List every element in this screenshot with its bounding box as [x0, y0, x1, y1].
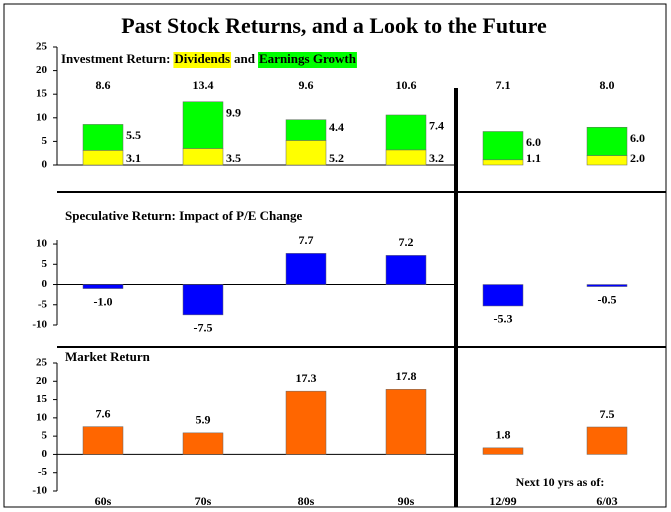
value-label: 4.4: [329, 120, 344, 134]
bar-segment: [182, 101, 224, 149]
value-label: 1.8: [496, 428, 511, 442]
bar-segment: [482, 131, 524, 161]
value-label: -1.0: [94, 294, 113, 308]
annotation: Next 10 yrs as of:: [516, 475, 605, 489]
bar-segment: [285, 119, 327, 141]
bar: [586, 426, 628, 455]
legend-connector: and: [234, 51, 256, 66]
value-label: 9.9: [226, 106, 241, 120]
y-tick-label: 0: [42, 159, 48, 171]
value-label: 7.7: [299, 233, 314, 247]
value-label: 7.5: [600, 407, 615, 421]
value-label: 7.2: [399, 235, 414, 249]
value-label: 3.5: [226, 151, 241, 165]
value-label: 5.5: [126, 128, 141, 142]
value-label: 17.3: [296, 371, 317, 385]
legend-label: Dividends: [174, 51, 230, 66]
y-tick-label: 0: [42, 448, 48, 460]
bar-segment: [385, 149, 427, 166]
y-tick-label: -10: [32, 319, 47, 331]
total-label: 7.1: [496, 78, 511, 92]
bar-segment: [285, 140, 327, 166]
value-label: -5.3: [494, 312, 513, 326]
bar: [285, 253, 327, 285]
panel-title: Market Return: [65, 349, 151, 364]
value-label: 3.2: [429, 151, 444, 165]
total-label: 8.6: [96, 78, 111, 92]
x-tick-label: 6/03: [596, 494, 617, 508]
bar-segment: [182, 148, 224, 166]
chart-title: Past Stock Returns, and a Look to the Fu…: [121, 13, 547, 38]
bar-segment: [586, 155, 628, 166]
total-label: 10.6: [396, 78, 417, 92]
x-tick-label: 70s: [195, 494, 212, 508]
y-tick-label: -5: [38, 298, 48, 310]
total-label: 13.4: [193, 78, 214, 92]
legend-swatch: [173, 52, 232, 68]
y-tick-label: 25: [36, 41, 48, 53]
y-tick-label: 20: [36, 64, 48, 76]
bar-segment: [482, 159, 524, 166]
bar: [482, 284, 524, 307]
y-tick-label: -5: [38, 466, 48, 478]
value-label: 1.1: [526, 151, 541, 165]
value-label: 17.8: [396, 369, 417, 383]
value-label: 3.1: [126, 151, 141, 165]
bar-segment: [385, 114, 427, 151]
y-tick-label: 5: [42, 135, 48, 147]
value-label: 6.0: [630, 131, 645, 145]
x-tick-label: 60s: [95, 494, 112, 508]
value-label: -7.5: [194, 321, 213, 335]
bar-segment: [82, 124, 124, 151]
bar-segment: [586, 126, 628, 156]
bar: [182, 284, 224, 316]
x-tick-label: 12/99: [489, 494, 516, 508]
bar: [182, 432, 224, 455]
bar: [82, 284, 124, 289]
y-tick-label: 10: [36, 411, 48, 423]
y-tick-label: 5: [42, 258, 48, 270]
y-tick-label: -10: [32, 485, 47, 497]
y-tick-label: 0: [42, 278, 48, 290]
legend-label: Earnings Growth: [259, 51, 357, 66]
value-label: 5.9: [196, 413, 211, 427]
value-label: 5.2: [329, 151, 344, 165]
y-tick-label: 5: [42, 430, 48, 442]
bar: [285, 390, 327, 455]
bar: [482, 447, 524, 455]
total-label: 8.0: [600, 78, 615, 92]
legend-swatch: [258, 52, 357, 68]
value-label: 6.0: [526, 135, 541, 149]
bar: [586, 284, 628, 287]
frame: [3, 3, 667, 508]
y-tick-label: 25: [36, 357, 48, 369]
bar: [82, 426, 124, 455]
x-tick-label: 80s: [298, 494, 315, 508]
panel-title: Investment Return:: [61, 51, 170, 66]
value-label: -0.5: [598, 292, 617, 306]
value-label: 7.4: [429, 119, 444, 133]
value-label: 7.6: [96, 406, 111, 420]
y-tick-label: 20: [36, 375, 48, 387]
y-tick-label: 10: [36, 111, 48, 123]
x-tick-label: 90s: [398, 494, 415, 508]
total-label: 9.6: [299, 78, 314, 92]
bar-segment: [82, 150, 124, 166]
y-tick-label: 10: [36, 238, 48, 250]
bar: [385, 255, 427, 285]
bar: [385, 389, 427, 455]
value-label: 2.0: [630, 151, 645, 165]
y-tick-label: 15: [36, 88, 48, 100]
panel-title: Speculative Return: Impact of P/E Change: [65, 208, 302, 223]
y-tick-label: 15: [36, 393, 48, 405]
